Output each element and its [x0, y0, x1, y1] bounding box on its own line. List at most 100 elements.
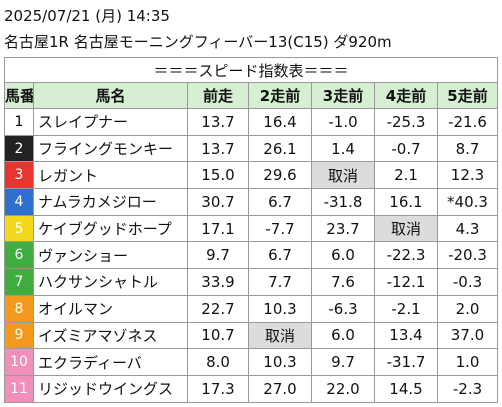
- table-row: 3 レガント 15.0 29.6 取消 2.1 12.3: [4, 161, 499, 190]
- speed-index: -20.3: [436, 241, 499, 270]
- table-row: 9 イズミアマゾネス 10.7 取消 6.0 13.4 37.0: [4, 321, 499, 350]
- column-header: 5走前: [436, 82, 499, 109]
- speed-index: 2.1: [374, 161, 438, 190]
- speed-index: -21.6: [436, 108, 499, 136]
- speed-index: -1.0: [311, 108, 375, 136]
- table-row: 11 リジッドウイングス 17.3 27.0 22.0 14.5 -2.3: [4, 374, 499, 403]
- horse-number: 6: [4, 241, 34, 270]
- speed-index: 30.7: [187, 188, 249, 216]
- speed-index: 8.0: [187, 348, 249, 376]
- speed-index: -31.7: [374, 348, 438, 376]
- table-row: 1 スレイプナー 13.7 16.4 -1.0 -25.3 -21.6: [4, 108, 499, 136]
- speed-index: 17.1: [187, 214, 249, 243]
- speed-index: 23.7: [311, 214, 375, 243]
- speed-index: 10.3: [248, 294, 312, 323]
- horse-name: エクラディーバ: [33, 348, 188, 376]
- speed-index: 6.7: [248, 188, 312, 216]
- speed-index: -22.3: [374, 241, 438, 270]
- column-header: 馬番: [4, 82, 34, 109]
- horse-number: 1: [4, 108, 34, 136]
- speed-index: 取消: [374, 214, 438, 243]
- horse-number: 10: [4, 348, 34, 376]
- speed-index: -12.1: [374, 268, 438, 296]
- speed-table: ＝＝＝スピード指数表＝＝＝ 馬番 馬名 前走 2走前 3走前 4走前 5走前 1 スレイプナー…: [3, 57, 499, 403]
- table-row: 7 ハクサンシャトル 33.9 7.7 7.6 -12.1 -0.3: [4, 268, 499, 296]
- speed-index: 9.7: [187, 241, 249, 270]
- speed-index: -25.3: [374, 108, 438, 136]
- speed-index: -2.1: [374, 294, 438, 323]
- speed-index: 13.7: [187, 108, 249, 136]
- table-row: 10 エクラディーバ 8.0 10.3 9.7 -31.7 1.0: [4, 348, 499, 376]
- speed-index: 1.0: [436, 348, 499, 376]
- speed-index: *40.3: [436, 188, 499, 216]
- horse-number: 8: [4, 294, 34, 323]
- speed-index: 13.4: [374, 321, 438, 350]
- speed-index: 10.3: [248, 348, 312, 376]
- horse-number: 3: [4, 161, 34, 190]
- table-row: 4 ナムラカメジロー 30.7 6.7 -31.8 16.1 *40.3: [4, 188, 499, 216]
- datetime: 2025/07/21 (月) 14:35: [4, 7, 170, 25]
- speed-index: 2.0: [436, 294, 499, 323]
- horse-name: ナムラカメジロー: [33, 188, 188, 216]
- horse-number: 2: [4, 134, 34, 163]
- speed-index: -2.3: [436, 374, 499, 403]
- speed-index: -31.8: [311, 188, 375, 216]
- speed-index: 22.0: [311, 374, 375, 403]
- speed-index: 9.7: [311, 348, 375, 376]
- horse-name: オイルマン: [33, 294, 188, 323]
- horse-number: 4: [4, 188, 34, 216]
- speed-index: -0.7: [374, 134, 438, 163]
- speed-index: 1.4: [311, 134, 375, 163]
- race-info: 名古屋1R 名古屋モーニングフィーバー13(C15) ダ920m: [4, 33, 392, 51]
- horse-name: リジッドウイングス: [33, 374, 188, 403]
- speed-index: 8.7: [436, 134, 499, 163]
- speed-index: 16.1: [374, 188, 438, 216]
- column-header: 2走前: [248, 82, 312, 109]
- horse-number: 11: [4, 374, 34, 403]
- speed-index: 37.0: [436, 321, 499, 350]
- table-row: 8 オイルマン 22.7 10.3 -6.3 -2.1 2.0: [4, 294, 499, 323]
- speed-index: 26.1: [248, 134, 312, 163]
- speed-index: 22.7: [187, 294, 249, 323]
- speed-index: -0.3: [436, 268, 499, 296]
- speed-index: 6.0: [311, 241, 375, 270]
- table-row: 2 フライングモンキー 13.7 26.1 1.4 -0.7 8.7: [4, 134, 499, 163]
- table-row: 5 ケイブグッドホープ 17.1 -7.7 23.7 取消 4.3: [4, 214, 499, 243]
- horse-name: フライングモンキー: [33, 134, 188, 163]
- horse-name: イズミアマゾネス: [33, 321, 188, 350]
- speed-index: 33.9: [187, 268, 249, 296]
- speed-index: 取消: [311, 161, 375, 190]
- speed-index: -6.3: [311, 294, 375, 323]
- speed-index: 16.4: [248, 108, 312, 136]
- speed-index: 10.7: [187, 321, 249, 350]
- speed-index: 6.0: [311, 321, 375, 350]
- horse-number: 5: [4, 214, 34, 243]
- speed-index: -7.7: [248, 214, 312, 243]
- table-row: 6 ヴァンショー 9.7 6.7 6.0 -22.3 -20.3: [4, 241, 499, 270]
- column-header: 4走前: [374, 82, 438, 109]
- speed-index: 6.7: [248, 241, 312, 270]
- speed-index: 取消: [248, 321, 312, 350]
- horse-name: スレイプナー: [33, 108, 188, 136]
- speed-index: 7.6: [311, 268, 375, 296]
- speed-index: 27.0: [248, 374, 312, 403]
- horse-name: ヴァンショー: [33, 241, 188, 270]
- horse-name: ハクサンシャトル: [33, 268, 188, 296]
- column-header: 前走: [187, 82, 249, 109]
- speed-index: 13.7: [187, 134, 249, 163]
- speed-index: 17.3: [187, 374, 249, 403]
- horse-name: ケイブグッドホープ: [33, 214, 188, 243]
- speed-index: 29.6: [248, 161, 312, 190]
- horse-number: 9: [4, 321, 34, 350]
- horse-name: レガント: [33, 161, 188, 190]
- speed-index: 14.5: [374, 374, 438, 403]
- speed-index: 4.3: [436, 214, 499, 243]
- table-title: ＝＝＝スピード指数表＝＝＝: [3, 57, 499, 83]
- speed-index: 12.3: [436, 161, 499, 190]
- horse-number: 7: [4, 268, 34, 296]
- column-header: 3走前: [311, 82, 375, 109]
- speed-index: 15.0: [187, 161, 249, 190]
- column-header: 馬名: [33, 82, 188, 109]
- speed-index: 7.7: [248, 268, 312, 296]
